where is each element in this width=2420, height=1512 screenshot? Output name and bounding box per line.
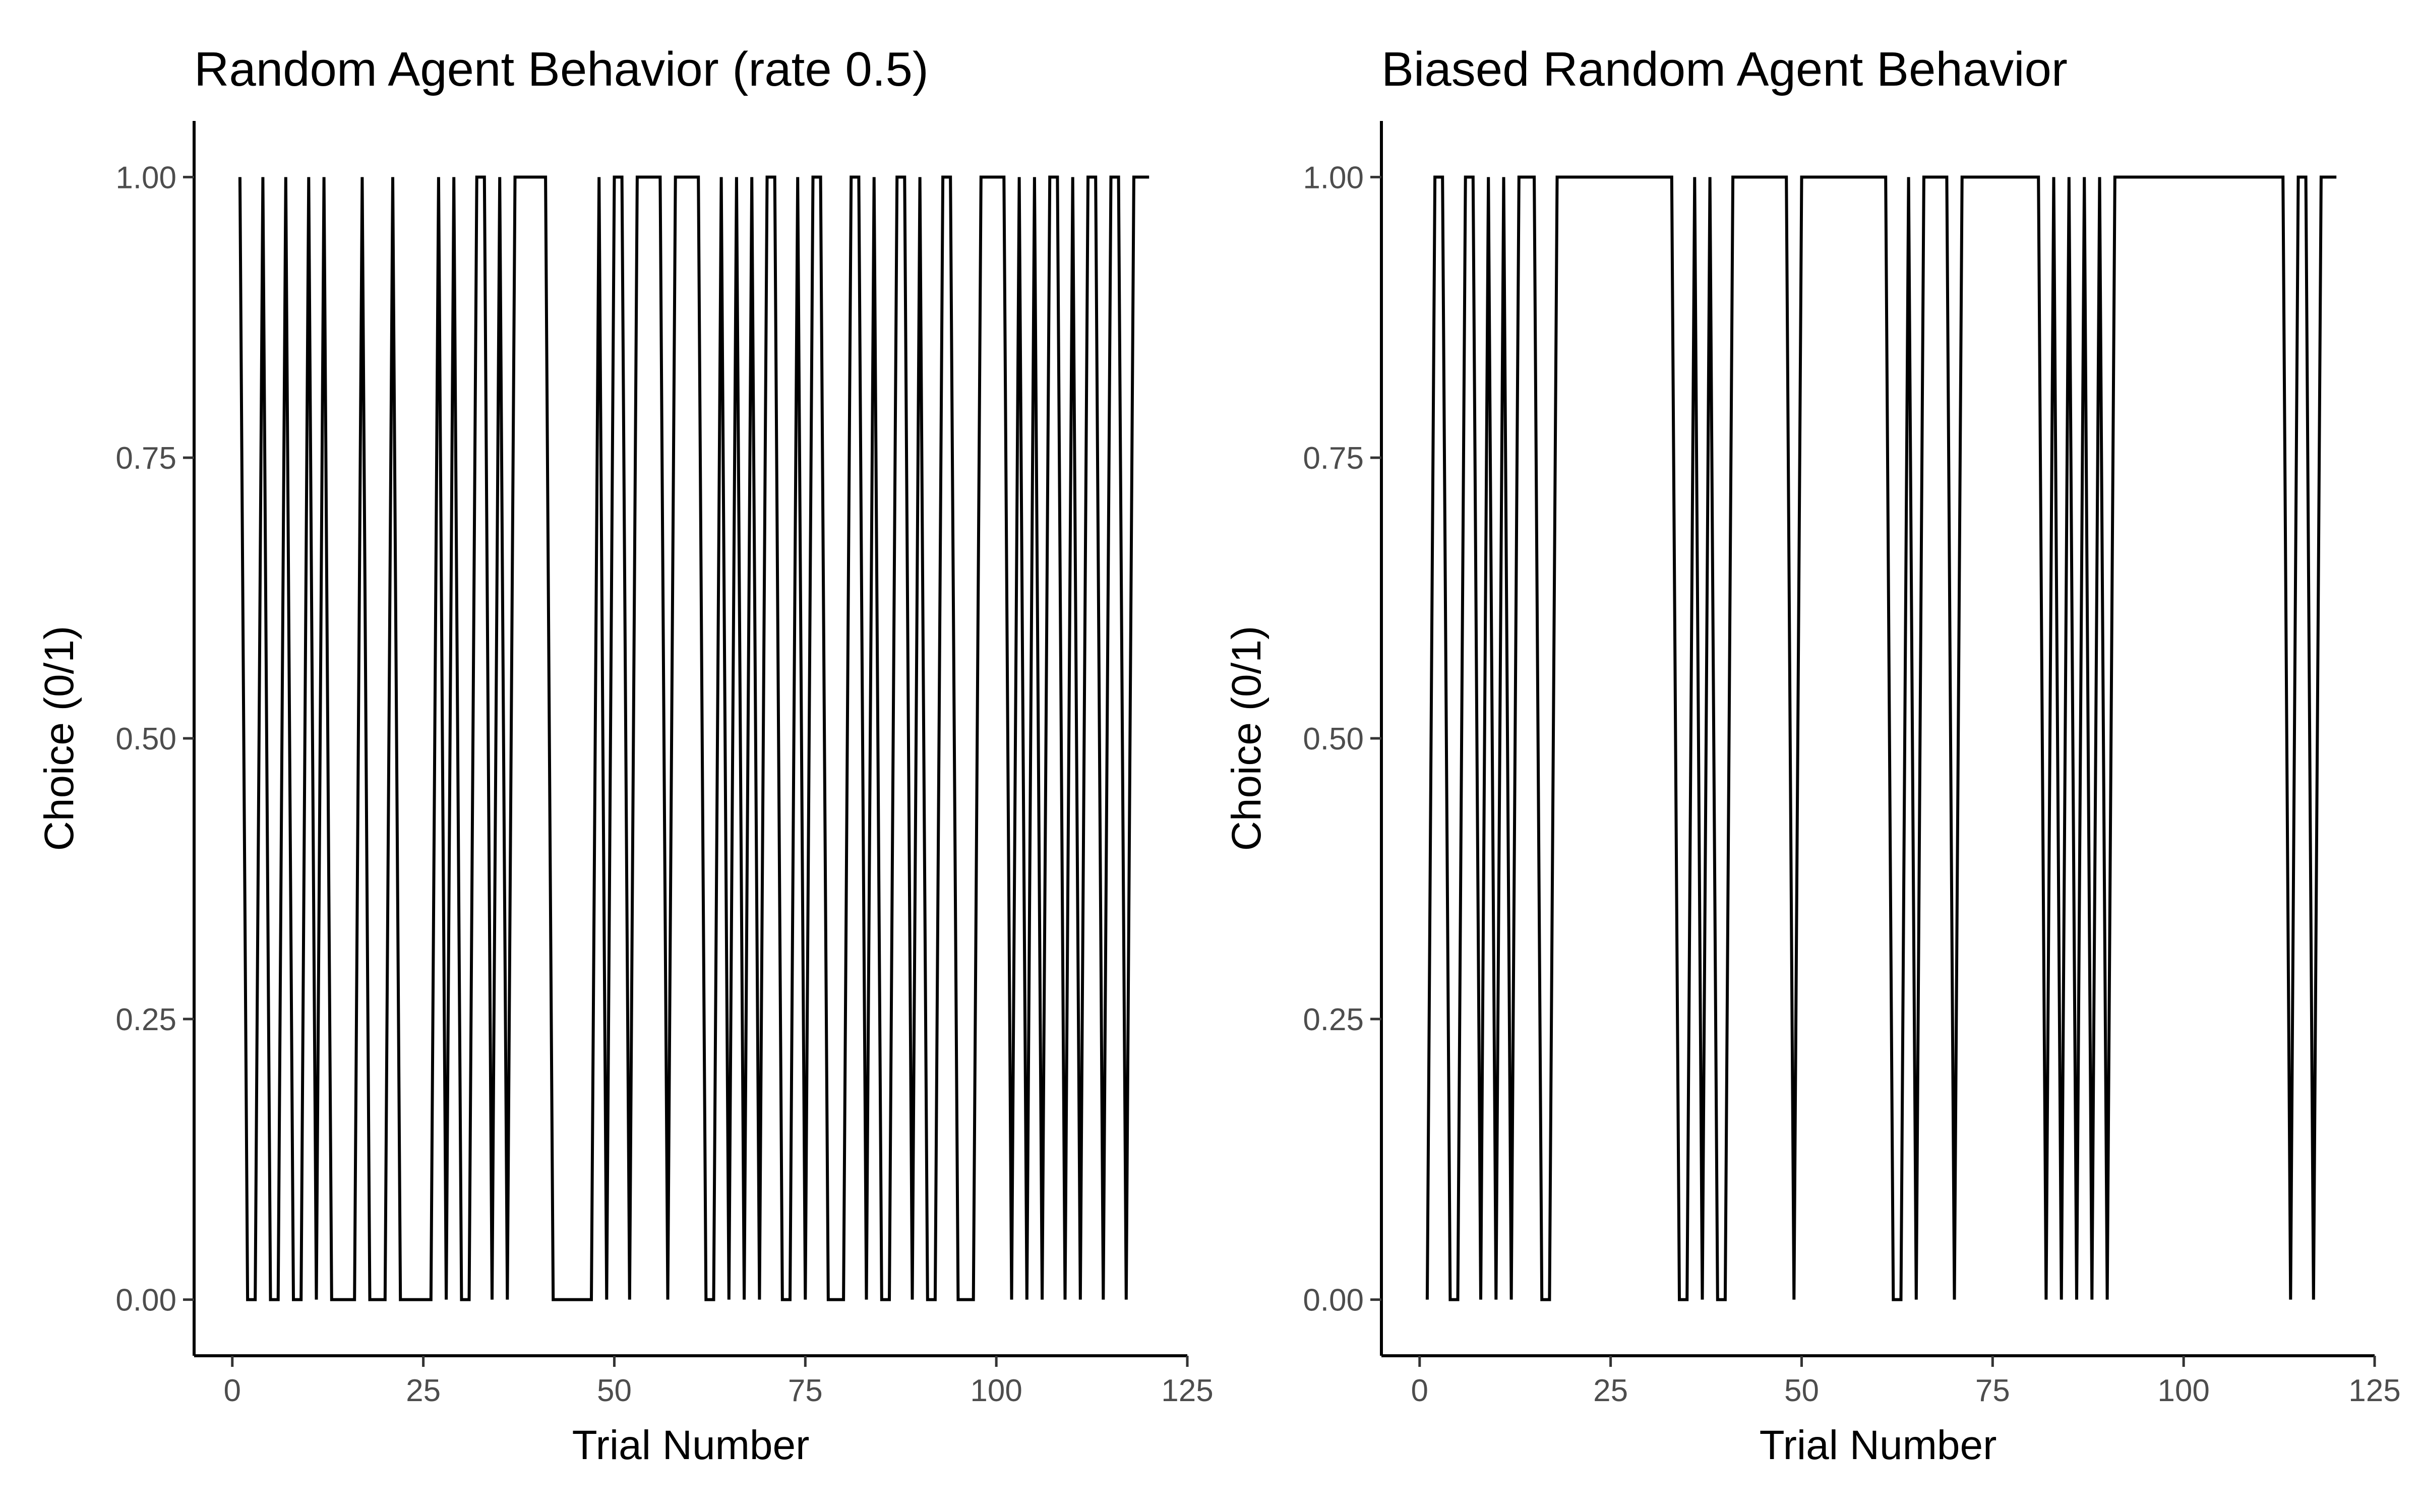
chart-panel-biased-random-agent: Biased Random Agent Behavior 0.00 0.25 0.50… xyxy=(1224,42,2401,1468)
x-tick-label: 25 xyxy=(1593,1373,1628,1408)
y-tick-label: 0.25 xyxy=(115,1002,176,1037)
y-tick-label: 1.00 xyxy=(115,160,176,195)
chart-title: Random Agent Behavior (rate 0.5) xyxy=(194,42,929,96)
x-axis-title: Trial Number xyxy=(1760,1422,1997,1468)
y-tick-label: 0.75 xyxy=(115,441,176,476)
y-tick-label: 0.50 xyxy=(1303,722,1364,757)
chart-title: Biased Random Agent Behavior xyxy=(1381,42,2068,96)
x-tick-label: 125 xyxy=(2348,1373,2400,1408)
x-tick-label: 0 xyxy=(1411,1373,1428,1408)
x-axis-title: Trial Number xyxy=(572,1422,810,1468)
y-tick-label: 0.00 xyxy=(115,1283,176,1318)
x-tick-label: 50 xyxy=(1784,1373,1819,1408)
x-tick-label: 25 xyxy=(406,1373,441,1408)
y-tick-label: 0.25 xyxy=(1303,1002,1364,1037)
x-tick-label: 0 xyxy=(224,1373,241,1408)
x-tick-label: 100 xyxy=(970,1373,1022,1408)
y-tick-label: 1.00 xyxy=(1303,160,1364,195)
y-tick-label: 0.75 xyxy=(1303,441,1364,476)
x-tick-label: 75 xyxy=(788,1373,823,1408)
y-tick-label: 0.00 xyxy=(1303,1283,1364,1318)
x-tick-label: 125 xyxy=(1161,1373,1213,1408)
chart-panel-random-agent: Random Agent Behavior (rate 0.5) 0.00 0.25… xyxy=(36,42,1214,1468)
y-axis-title: Choice (0/1) xyxy=(1224,626,1269,851)
y-tick-label: 0.50 xyxy=(115,722,176,757)
x-tick-label: 100 xyxy=(2157,1373,2209,1408)
choice-series-line xyxy=(1425,175,2337,1301)
x-tick-label: 75 xyxy=(1975,1373,2010,1408)
choice-series-line xyxy=(238,175,1150,1301)
x-tick-label: 50 xyxy=(597,1373,632,1408)
y-axis-title: Choice (0/1) xyxy=(36,626,82,851)
